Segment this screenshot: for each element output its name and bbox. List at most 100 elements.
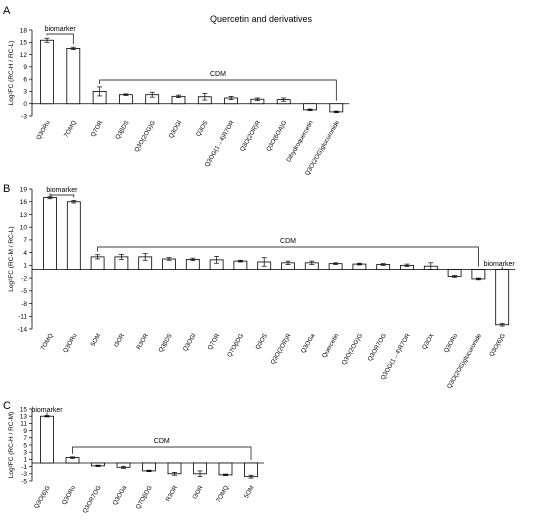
y-tick-label: -2 — [21, 275, 27, 282]
y-tick-label: 7 — [23, 435, 27, 442]
category-label: Q3ORu — [35, 119, 52, 141]
y-axis-title: Log²FC (RC-H / RC-M) — [8, 412, 15, 478]
y-tick-label: 15 — [20, 406, 28, 413]
y-tick-label: 3 — [23, 89, 27, 96]
panel-label: C — [3, 400, 11, 412]
bar-5OM — [244, 462, 258, 478]
bar-Q3O(6)G — [495, 269, 510, 326]
category-label: Q3O(2OR)R — [239, 119, 263, 153]
group-label: CDM — [280, 238, 296, 245]
group-label: biomarker — [31, 407, 63, 414]
group-bracket — [99, 79, 337, 101]
bar-7OMQ — [43, 197, 57, 271]
category-label: 7OMQ — [63, 119, 78, 138]
y-axis-title: Log²FC (RC-H / RC-L) — [8, 41, 15, 106]
category-label: Q7OR — [89, 119, 104, 138]
y-tick-label: 18 — [20, 27, 28, 34]
bar-Q7OβDG — [142, 462, 156, 472]
bar-Q3O(2OG)glucuronide — [471, 269, 486, 280]
y-tick-label: 1 — [23, 457, 27, 464]
category-label: Q3OGl — [182, 333, 198, 353]
group-label: CDM — [154, 438, 170, 445]
category-label: Quercetin — [321, 332, 341, 359]
category-label: Q7OβDG — [135, 484, 154, 510]
bar-Q3βDS — [119, 94, 133, 105]
category-label: Q3ORu — [62, 332, 79, 354]
y-tick-label: -14 — [18, 326, 28, 333]
y-tick-label: 1 — [23, 263, 27, 270]
category-label: Q3OG(1→4)R7OR — [204, 119, 236, 168]
category-label: Q3O(2OG)G — [133, 119, 157, 153]
panel-b: B -14 -11 -8 -5 -2 1 4 7 10 13 16 19 Log²FC (RC-M / R… — [3, 183, 515, 390]
category-label: Q3βDS — [157, 333, 173, 354]
group-label: biomarker — [484, 261, 516, 268]
y-tick-label: 16 — [20, 199, 28, 206]
category-label: Q3OR7OG — [81, 484, 102, 514]
category-label: 5OM — [243, 485, 256, 500]
panel-label: A — [3, 5, 11, 17]
category-label: Q3O(6)G — [488, 332, 507, 358]
figure-title: Quercetin and derivatives — [210, 14, 313, 24]
category-label: I3OR — [113, 332, 127, 348]
y-tick-label: 15 — [20, 40, 28, 47]
y-tick-label: 13 — [20, 414, 28, 421]
y-tick-label: -3 — [21, 113, 27, 120]
y-tick-label: -1 — [21, 464, 27, 471]
category-label: Dihydroquercetin — [285, 119, 315, 163]
y-tick-label: 5 — [23, 442, 27, 449]
y-tick-label: 19 — [20, 186, 28, 193]
group-label: biomarker — [46, 187, 78, 194]
bar-7OMQ — [218, 462, 233, 476]
y-tick-label: -11 — [18, 314, 27, 321]
bar-Q3O(2OG)glucuronide — [329, 103, 344, 113]
y-tick-label: 7 — [23, 237, 27, 244]
y-tick-label: -5 — [21, 478, 27, 485]
y-tick-label: 9 — [23, 428, 27, 435]
category-label: Q3OGl — [168, 120, 184, 140]
category-label: Q3ORo — [443, 332, 460, 354]
panel-a: A -3 0 3 6 9 12 15 18 Log²FC (RC-H / RC-L) Q3ORu 7O… — [3, 5, 350, 177]
group-bracket — [49, 193, 75, 198]
category-label: 5OM — [90, 333, 103, 348]
category-label: I3OR — [191, 484, 205, 500]
group-label: biomarker — [45, 26, 77, 33]
category-label: Q3βDS — [114, 120, 130, 141]
y-axis-title: Log²FC (RC-M / RC-L) — [8, 226, 15, 291]
category-label: 7OMQ — [40, 332, 55, 351]
category-label: Q7OβDG — [226, 332, 245, 358]
category-label: Q3OR7OG — [367, 332, 388, 362]
bar-Q3O(6)G — [40, 415, 54, 464]
y-tick-label: 9 — [23, 64, 27, 71]
y-tick-label: 4 — [23, 250, 27, 257]
y-tick-label: 10 — [20, 224, 28, 231]
y-tick-label: -3 — [21, 471, 27, 478]
category-label: Q3OS — [195, 120, 210, 138]
y-tick-label: 11 — [20, 421, 27, 428]
panel-label: B — [3, 183, 10, 195]
y-tick-label: 3 — [23, 450, 27, 457]
category-label: Q3OS — [254, 333, 269, 351]
category-label: Q7OR — [206, 332, 221, 351]
group-bracket — [97, 246, 479, 267]
category-label: Q3ORo — [61, 484, 78, 506]
bar-Q3ORu — [40, 39, 54, 105]
category-label: Q3OGa — [300, 332, 317, 354]
category-label: Q3O(2OG)G — [341, 332, 365, 366]
category-label: R3OR — [135, 332, 150, 351]
category-label: Q3O(6OA)G — [265, 119, 288, 152]
bar-7OMQ — [66, 48, 81, 105]
y-tick-label: -5 — [21, 288, 27, 295]
bar-Q3ORu — [66, 201, 81, 271]
bar-Q7OβDG — [233, 260, 248, 271]
category-label: Q3OX — [421, 333, 436, 351]
y-tick-label: 12 — [20, 52, 28, 59]
y-tick-label: -8 — [21, 301, 27, 308]
group-bracket — [72, 446, 252, 460]
y-tick-label: 6 — [23, 76, 27, 83]
y-tick-label: 0 — [23, 101, 27, 108]
category-label: 7OMQ — [215, 484, 230, 503]
group-label: CDM — [210, 71, 226, 78]
group-bracket — [46, 33, 74, 45]
